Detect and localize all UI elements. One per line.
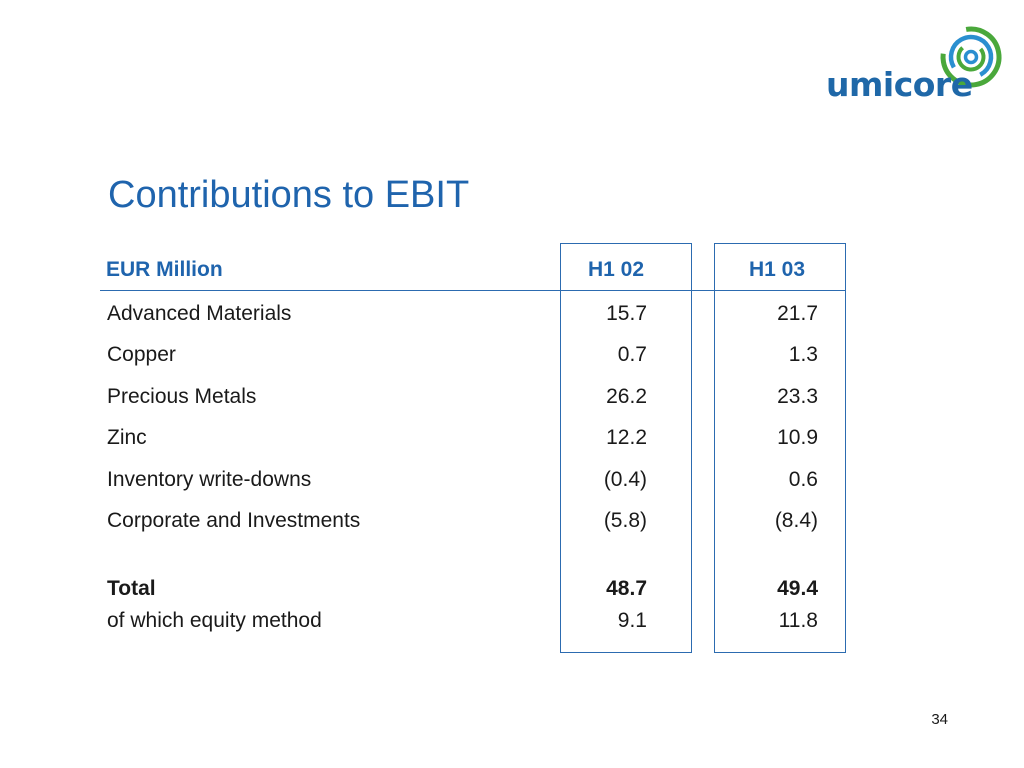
row-label: Copper bbox=[107, 343, 176, 366]
row-value-h1-03: 10.9 bbox=[777, 426, 818, 449]
column-box-h1-03 bbox=[714, 243, 846, 653]
row-label: Advanced Materials bbox=[107, 302, 292, 325]
row-value-h1-02: 0.7 bbox=[617, 343, 647, 366]
row-value-h1-02: 12.2 bbox=[606, 426, 647, 449]
table-row: Precious Metals 26.2 23.3 bbox=[0, 383, 1024, 411]
table-header-unit: EUR Million bbox=[106, 258, 223, 281]
row-value-h1-03: 1.3 bbox=[788, 343, 818, 366]
table-row: Corporate and Investments (5.8) (8.4) bbox=[0, 507, 1024, 535]
table-header-h1-03: H1 03 bbox=[748, 258, 806, 281]
umicore-swirl-logo-icon bbox=[940, 26, 1002, 88]
row-label: Corporate and Investments bbox=[107, 509, 361, 532]
total-value-h1-03: 49.4 bbox=[777, 577, 818, 600]
total-row: Total 48.7 49.4 bbox=[0, 575, 1024, 603]
table-row: Inventory write-downs (0.4) 0.6 bbox=[0, 466, 1024, 494]
equity-value-h1-02: 9.1 bbox=[617, 609, 647, 632]
row-value-h1-03: 23.3 bbox=[777, 385, 818, 408]
row-value-h1-03: 21.7 bbox=[777, 302, 818, 325]
equity-method-row: of which equity method 9.1 11.8 bbox=[0, 607, 1024, 635]
row-label: Inventory write-downs bbox=[107, 468, 312, 491]
total-value-h1-02: 48.7 bbox=[606, 577, 647, 600]
table-row: Advanced Materials 15.7 21.7 bbox=[0, 300, 1024, 328]
table-row: Copper 0.7 1.3 bbox=[0, 341, 1024, 369]
table-header-h1-02: H1 02 bbox=[587, 258, 645, 281]
row-value-h1-02: (0.4) bbox=[603, 468, 647, 491]
page-number: 34 bbox=[931, 711, 948, 728]
equity-method-label: of which equity method bbox=[107, 609, 322, 632]
row-label: Precious Metals bbox=[107, 385, 257, 408]
row-value-h1-02: 15.7 bbox=[606, 302, 647, 325]
company-logo: umicore bbox=[826, 24, 1002, 108]
page-title: Contributions to EBIT bbox=[108, 174, 470, 216]
equity-value-h1-03: 11.8 bbox=[778, 609, 818, 632]
total-label: Total bbox=[107, 577, 156, 600]
row-label: Zinc bbox=[107, 426, 147, 449]
row-value-h1-02: (5.8) bbox=[603, 509, 647, 532]
row-value-h1-02: 26.2 bbox=[606, 385, 647, 408]
row-value-h1-03: 0.6 bbox=[788, 468, 818, 491]
header-divider bbox=[100, 290, 845, 291]
row-value-h1-03: (8.4) bbox=[774, 509, 818, 532]
table-row: Zinc 12.2 10.9 bbox=[0, 424, 1024, 452]
logo-wordmark: umicore bbox=[826, 65, 973, 104]
column-box-h1-02 bbox=[560, 243, 692, 653]
